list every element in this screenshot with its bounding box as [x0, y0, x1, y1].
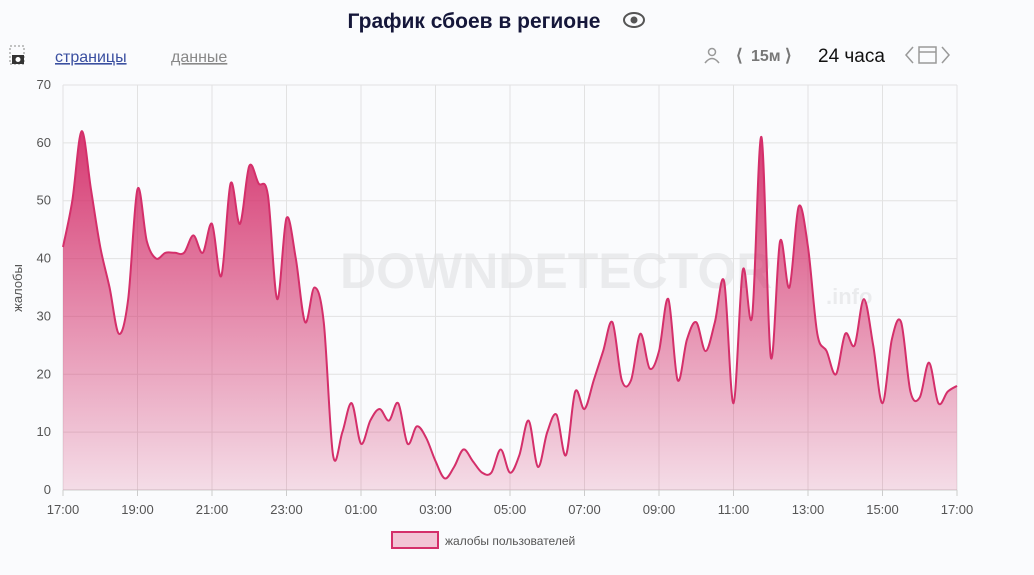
x-tick-label: 13:00: [792, 502, 825, 517]
y-tick-label: 60: [37, 135, 51, 150]
chart-title: График сбоев в регионе: [348, 10, 601, 33]
x-tick-label: 15:00: [866, 502, 899, 517]
x-tick-label: 17:00: [47, 502, 80, 517]
range[interactable]: 24 часа: [818, 46, 885, 67]
y-axis-label: жалобы: [10, 264, 25, 312]
x-tick-label: 23:00: [270, 502, 303, 517]
y-tick-label: 20: [37, 366, 51, 381]
x-tick-label: 05:00: [494, 502, 527, 517]
line: [62, 130, 958, 480]
x-tick-label: 19:00: [121, 502, 154, 517]
watermark: DOWNDETECTOR: [340, 243, 772, 299]
legend-label[interactable]: жалобы пользователей: [445, 534, 575, 548]
y-tick-label: 40: [37, 251, 51, 266]
camera-icon[interactable]: [9, 45, 25, 65]
y-tick-label: 0: [44, 482, 51, 497]
x-tick-label: 01:00: [345, 502, 378, 517]
y-tick-label: 50: [37, 193, 51, 208]
interval[interactable]: 15м: [751, 48, 781, 65]
bracket-left[interactable]: ⟨: [736, 46, 743, 65]
user-icon[interactable]: [704, 47, 720, 64]
x-tick-label: 07:00: [568, 502, 601, 517]
pages-link[interactable]: страницы: [55, 49, 127, 66]
data-link[interactable]: данные: [171, 49, 227, 66]
eye-icon[interactable]: [623, 12, 645, 28]
y-tick-label: 70: [37, 77, 51, 92]
x-tick-label: 21:00: [196, 502, 229, 517]
bracket-right[interactable]: ⟩: [785, 46, 792, 65]
calendar-nav[interactable]: [905, 46, 950, 64]
x-tick-label: 17:00: [941, 502, 974, 517]
x-tick-label: 03:00: [419, 502, 452, 517]
legend-swatch[interactable]: [391, 531, 439, 549]
y-tick-label: 30: [37, 308, 51, 323]
x-tick-label: 09:00: [643, 502, 676, 517]
y-tick-label: 10: [37, 424, 51, 439]
x-tick-label: 11:00: [718, 502, 750, 517]
